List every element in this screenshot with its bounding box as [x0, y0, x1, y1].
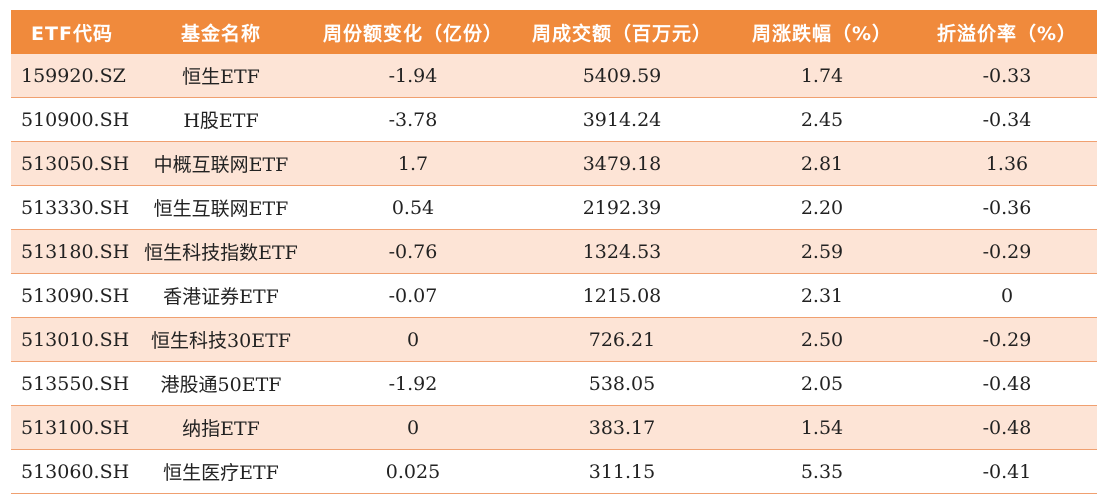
table-row: 159920.SZ 恒生ETF -1.94 5409.59 1.74 -0.33	[11, 54, 1097, 98]
cell-premium-rate: -0.48	[917, 361, 1097, 406]
cell-premium-rate: 1.36	[917, 141, 1097, 186]
cell-premium-rate: -0.33	[917, 54, 1097, 98]
cell-fund-name: H股ETF	[133, 97, 309, 142]
cell-fund-name: 香港证券ETF	[133, 273, 309, 318]
cell-premium-rate: -0.29	[917, 317, 1097, 362]
cell-share-change: 0	[309, 317, 517, 362]
cell-share-change: -3.78	[309, 97, 517, 142]
table-row: 513010.SH 恒生科技30ETF 0 726.21 2.50 -0.29	[11, 317, 1097, 362]
cell-weekly-change: 2.31	[727, 273, 917, 318]
cell-share-change: 0.025	[309, 449, 517, 494]
table-header-row: ETF代码 基金名称 周份额变化（亿份） 周成交额（百万元） 周涨跌幅（%） 折…	[11, 10, 1097, 54]
cell-etf-code: 159920.SZ	[11, 54, 133, 98]
cell-etf-code: 513180.SH	[11, 229, 133, 274]
cell-turnover: 1324.53	[517, 229, 727, 274]
cell-turnover: 726.21	[517, 317, 727, 362]
cell-turnover: 3479.18	[517, 141, 727, 186]
cell-turnover: 3914.24	[517, 97, 727, 142]
etf-table: ETF代码 基金名称 周份额变化（亿份） 周成交额（百万元） 周涨跌幅（%） 折…	[11, 10, 1097, 494]
cell-weekly-change: 2.20	[727, 185, 917, 230]
cell-premium-rate: -0.41	[917, 449, 1097, 494]
cell-etf-code: 513550.SH	[11, 361, 133, 406]
table-row: 513060.SH 恒生医疗ETF 0.025 311.15 5.35 -0.41	[11, 449, 1097, 494]
table-row: 510900.SH H股ETF -3.78 3914.24 2.45 -0.34	[11, 97, 1097, 142]
cell-etf-code: 513010.SH	[11, 317, 133, 362]
cell-fund-name: 恒生科技指数ETF	[133, 229, 309, 274]
header-turnover: 周成交额（百万元）	[517, 10, 727, 54]
cell-share-change: -0.76	[309, 229, 517, 274]
header-share-change: 周份额变化（亿份）	[309, 10, 517, 54]
cell-premium-rate: -0.34	[917, 97, 1097, 142]
cell-turnover: 5409.59	[517, 54, 727, 98]
cell-premium-rate: -0.29	[917, 229, 1097, 274]
cell-weekly-change: 1.74	[727, 54, 917, 98]
cell-weekly-change: 2.05	[727, 361, 917, 406]
cell-etf-code: 510900.SH	[11, 97, 133, 142]
cell-weekly-change: 1.54	[727, 405, 917, 450]
cell-etf-code: 513330.SH	[11, 185, 133, 230]
table-row: 513180.SH 恒生科技指数ETF -0.76 1324.53 2.59 -0.29	[11, 229, 1097, 274]
table-row: 513090.SH 香港证券ETF -0.07 1215.08 2.31 0	[11, 273, 1097, 318]
table-row: 513550.SH 港股通50ETF -1.92 538.05 2.05 -0.48	[11, 361, 1097, 406]
header-weekly-change: 周涨跌幅（%）	[727, 10, 917, 54]
cell-etf-code: 513100.SH	[11, 405, 133, 450]
cell-turnover: 2192.39	[517, 185, 727, 230]
cell-weekly-change: 2.81	[727, 141, 917, 186]
cell-fund-name: 恒生科技30ETF	[133, 317, 309, 362]
table-row: 513100.SH 纳指ETF 0 383.17 1.54 -0.48	[11, 405, 1097, 450]
cell-turnover: 311.15	[517, 449, 727, 494]
header-etf-code: ETF代码	[11, 10, 133, 54]
cell-fund-name: 恒生互联网ETF	[133, 185, 309, 230]
cell-premium-rate: -0.48	[917, 405, 1097, 450]
cell-fund-name: 恒生ETF	[133, 54, 309, 98]
cell-weekly-change: 2.45	[727, 97, 917, 142]
cell-turnover: 383.17	[517, 405, 727, 450]
cell-turnover: 1215.08	[517, 273, 727, 318]
cell-premium-rate: -0.36	[917, 185, 1097, 230]
cell-etf-code: 513060.SH	[11, 449, 133, 494]
cell-weekly-change: 2.50	[727, 317, 917, 362]
cell-etf-code: 513090.SH	[11, 273, 133, 318]
cell-share-change: -0.07	[309, 273, 517, 318]
cell-fund-name: 纳指ETF	[133, 405, 309, 450]
cell-share-change: 1.7	[309, 141, 517, 186]
cell-fund-name: 中概互联网ETF	[133, 141, 309, 186]
cell-fund-name: 恒生医疗ETF	[133, 449, 309, 494]
cell-share-change: 0	[309, 405, 517, 450]
table-row: 513050.SH 中概互联网ETF 1.7 3479.18 2.81 1.36	[11, 141, 1097, 186]
cell-turnover: 538.05	[517, 361, 727, 406]
table-row: 513330.SH 恒生互联网ETF 0.54 2192.39 2.20 -0.36	[11, 185, 1097, 230]
cell-share-change: -1.94	[309, 54, 517, 98]
cell-premium-rate: 0	[917, 273, 1097, 318]
header-premium-rate: 折溢价率（%）	[917, 10, 1097, 54]
cell-share-change: -1.92	[309, 361, 517, 406]
cell-share-change: 0.54	[309, 185, 517, 230]
cell-weekly-change: 5.35	[727, 449, 917, 494]
cell-weekly-change: 2.59	[727, 229, 917, 274]
cell-fund-name: 港股通50ETF	[133, 361, 309, 406]
header-fund-name: 基金名称	[133, 10, 309, 54]
cell-etf-code: 513050.SH	[11, 141, 133, 186]
